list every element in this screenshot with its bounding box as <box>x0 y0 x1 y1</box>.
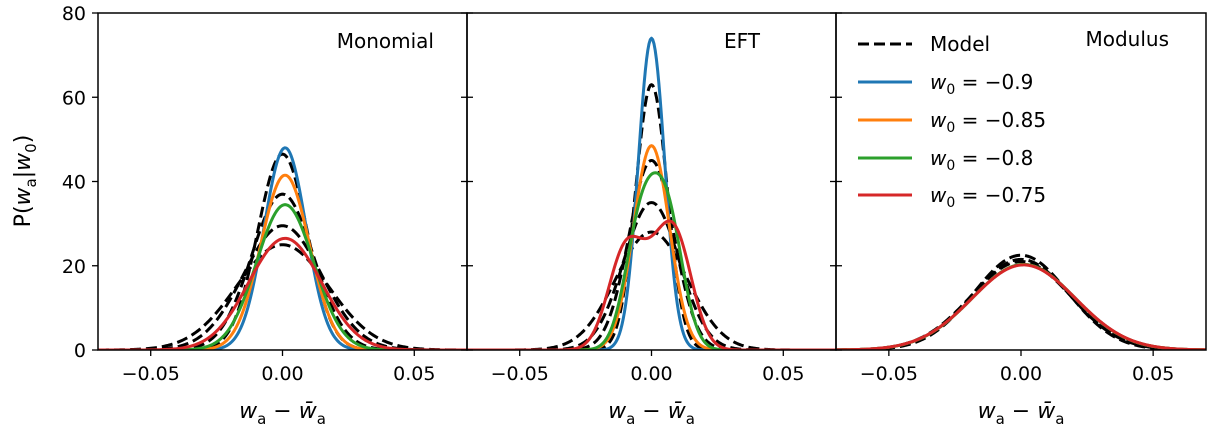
series-line-model-0 <box>98 152 467 350</box>
legend-label: Model <box>930 32 990 56</box>
series-line-w0-4 <box>98 146 467 350</box>
series-line-model-0 <box>836 253 1206 350</box>
y-tick-label: 20 <box>62 256 86 278</box>
series-group <box>467 36 836 350</box>
series-line-w0-6 <box>467 171 836 350</box>
panel-2: −0.05 0.00 0.05 Modulus wa − w̄a <box>830 12 1207 428</box>
series-line-w0-3 <box>836 262 1206 350</box>
y-axis-label-text: P(wa|w0) <box>11 135 40 228</box>
legend-label: w0 = −0.85 <box>930 108 1046 136</box>
series-group <box>836 253 1206 350</box>
x-tick-label: 0.05 <box>393 363 435 385</box>
legend-entry: Model <box>858 32 990 56</box>
panel-title: Modulus <box>1085 27 1169 51</box>
x-tick-label: −0.05 <box>860 363 918 385</box>
axes-frame <box>835 12 1207 351</box>
series-group <box>98 146 467 350</box>
series-line-model-2 <box>467 201 836 350</box>
legend-label: w0 = −0.9 <box>930 70 1033 98</box>
y-tick-label: 80 <box>62 3 86 25</box>
series-line-w0-5 <box>836 262 1206 350</box>
axes-frame <box>466 12 837 351</box>
series-line-w0-4 <box>467 36 836 350</box>
x-tick-label: 0.05 <box>762 363 804 385</box>
series-line-model-1 <box>98 192 467 350</box>
series-line-model-3 <box>98 243 467 350</box>
x-axis-label: wa − w̄a <box>239 399 326 428</box>
series-line-w0-7 <box>98 236 467 350</box>
series-line-w0-6 <box>836 263 1206 350</box>
x-tick-label: −0.05 <box>491 363 549 385</box>
y-tick-label: 0 <box>74 340 86 362</box>
x-axis-label: wa − w̄a <box>978 399 1065 428</box>
legend-entry: w0 = −0.75 <box>858 183 1046 211</box>
x-axis-label: wa − w̄a <box>608 399 695 428</box>
legend-entry: w0 = −0.85 <box>858 108 1046 136</box>
panel-title: Monomial <box>337 29 434 53</box>
series-line-model-2 <box>836 260 1206 350</box>
series-line-model-1 <box>836 257 1206 350</box>
series-line-w0-5 <box>98 173 467 350</box>
legend-label: w0 = −0.75 <box>930 183 1046 211</box>
legend-entry: w0 = −0.8 <box>858 146 1033 174</box>
y-tick-label: 40 <box>62 172 86 194</box>
series-line-w0-5 <box>467 144 836 350</box>
x-tick-label: 0.05 <box>1132 363 1174 385</box>
y-tick-label: 60 <box>62 87 86 109</box>
panel-0: −0.05 0.00 0.05 0 20 40 60 80 Monomial wa − w̄a <box>62 3 468 428</box>
x-tick-label: 0.00 <box>1000 363 1042 385</box>
series-line-w0-4 <box>836 262 1206 350</box>
series-line-model-0 <box>467 83 836 350</box>
series-line-model-2 <box>98 224 467 350</box>
legend-label: w0 = −0.8 <box>930 146 1033 174</box>
y-axis-label: P(wa|w0) <box>11 135 40 228</box>
x-tick-label: 0.00 <box>630 363 672 385</box>
axes-frame <box>97 12 468 351</box>
panel-title: EFT <box>724 29 761 53</box>
legend-entry: w0 = −0.9 <box>858 70 1033 98</box>
series-line-w0-7 <box>467 219 836 350</box>
series-line-model-3 <box>467 230 836 350</box>
x-tick-label: −0.05 <box>122 363 180 385</box>
panel-1: −0.05 0.00 0.05 EFT wa − w̄a <box>461 12 837 428</box>
legend: Model w0 = −0.9 w0 = −0.85 w0 = −0.8 w0 = −0… <box>858 32 1046 211</box>
x-tick-label: 0.00 <box>261 363 303 385</box>
series-line-model-1 <box>467 158 836 350</box>
